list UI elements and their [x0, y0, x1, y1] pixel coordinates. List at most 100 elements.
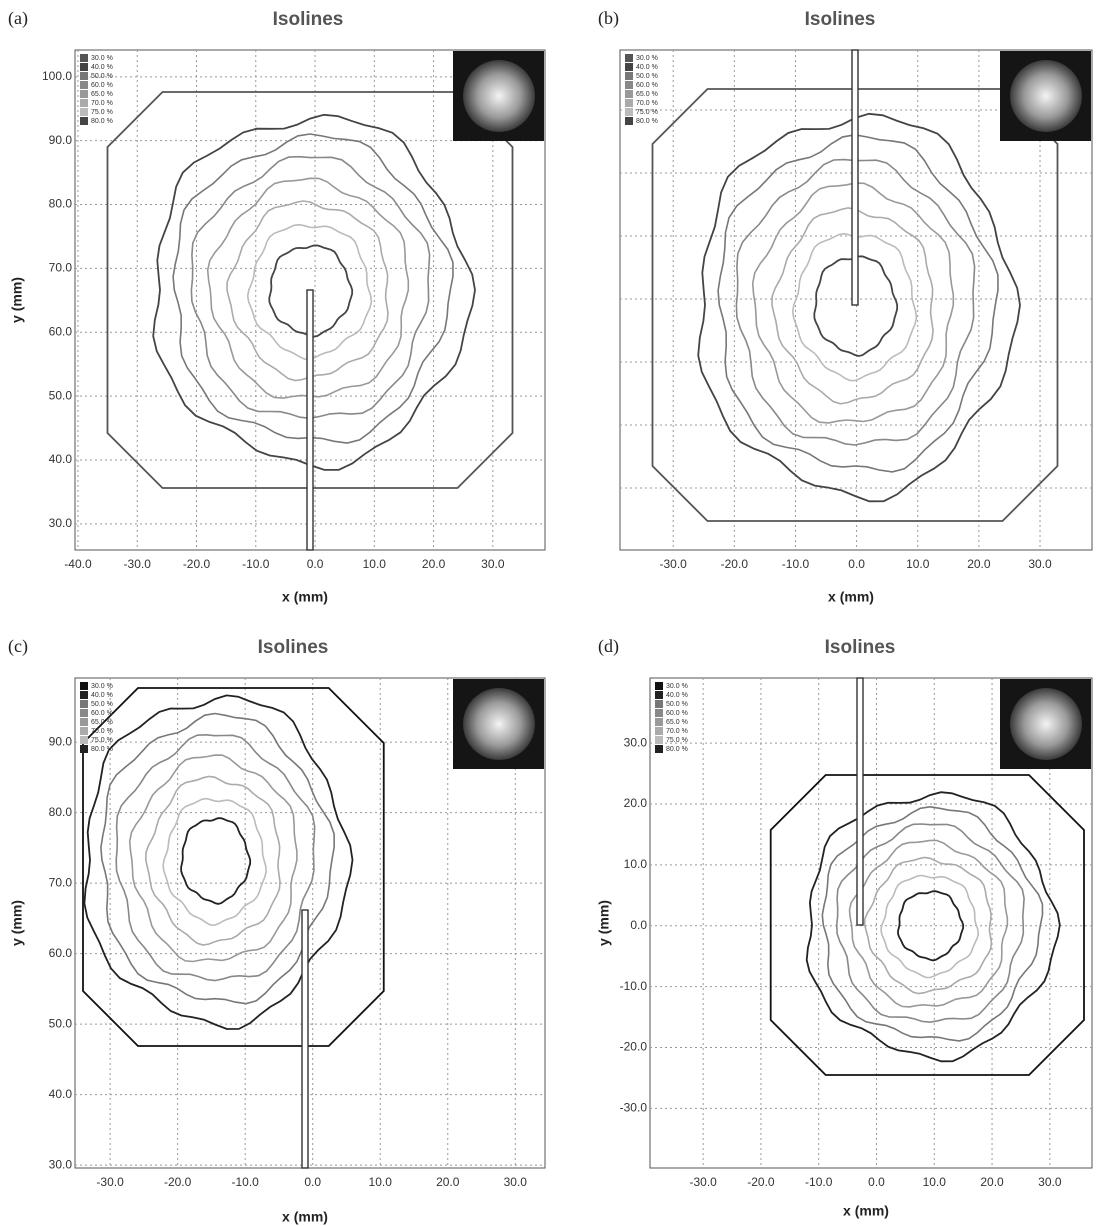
x-tick-label: -30.0 [660, 557, 688, 571]
legend-label: 50.0 % [666, 701, 688, 708]
legend-swatch [625, 54, 633, 62]
y-tick-label: 30.0 [624, 735, 648, 749]
y-tick-label: 100.0 [42, 69, 72, 83]
y-tick-label: -10.0 [620, 979, 648, 993]
inset-blob [1010, 60, 1082, 132]
legend-label: 30.0 % [666, 683, 688, 690]
legend-label: 60.0 % [91, 82, 113, 89]
legend-label: 30.0 % [91, 683, 113, 690]
chart-title: Isolines [258, 637, 329, 658]
legend-label: 40.0 % [91, 692, 113, 699]
x-tick-label: 30.0 [1038, 1175, 1062, 1189]
legend-swatch [80, 108, 88, 116]
x-tick-label: -10.0 [782, 557, 810, 571]
legend-label: 50.0 % [91, 73, 113, 80]
legend-swatch [80, 90, 88, 98]
legend-label: 65.0 % [666, 719, 688, 726]
legend-label: 50.0 % [91, 701, 113, 708]
x-axis-label: x (mm) [828, 589, 874, 605]
legend-swatch [625, 63, 633, 71]
x-tick-label: -20.0 [183, 557, 211, 571]
legend-label: 40.0 % [666, 692, 688, 699]
y-tick-label: 30.0 [49, 1157, 73, 1171]
legend-swatch [655, 682, 663, 690]
y-tick-label: 90.0 [49, 133, 73, 147]
panel-label: (d) [598, 636, 619, 657]
legend-swatch [80, 709, 88, 717]
x-tick-label: 0.0 [307, 557, 324, 571]
x-tick-label: 10.0 [906, 557, 930, 571]
panel-label: (c) [8, 636, 28, 657]
legend-label: 80.0 % [636, 118, 658, 125]
y-tick-label: 60.0 [49, 946, 73, 960]
legend-label: 70.0 % [666, 728, 688, 735]
legend-swatch [80, 72, 88, 80]
legend-swatch [655, 745, 663, 753]
legend-label: 70.0 % [636, 100, 658, 107]
legend-label: 60.0 % [91, 710, 113, 717]
chart-title: Isolines [805, 9, 876, 30]
x-tick-label: -20.0 [747, 1175, 775, 1189]
panel-label: (a) [8, 8, 28, 29]
legend-swatch [80, 691, 88, 699]
x-tick-label: -20.0 [164, 1175, 192, 1189]
panel-label: (b) [598, 8, 619, 29]
legend-label: 80.0 % [666, 746, 688, 753]
y-axis-label: y (mm) [9, 277, 25, 323]
x-tick-label: 30.0 [504, 1175, 528, 1189]
legend-swatch [655, 727, 663, 735]
slot [302, 910, 308, 1168]
x-tick-label: 30.0 [481, 557, 505, 571]
x-axis-label: x (mm) [282, 1209, 328, 1225]
x-tick-label: 0.0 [868, 1175, 885, 1189]
legend-swatch [80, 117, 88, 125]
x-tick-label: -10.0 [242, 557, 270, 571]
x-tick-label: 20.0 [422, 557, 446, 571]
chart-title: Isolines [273, 9, 344, 30]
y-tick-label: 50.0 [49, 1016, 73, 1030]
x-tick-label: 10.0 [363, 557, 387, 571]
x-tick-label: 10.0 [369, 1175, 393, 1189]
legend-label: 75.0 % [666, 737, 688, 744]
legend-swatch [80, 700, 88, 708]
y-tick-label: -30.0 [620, 1101, 648, 1115]
legend-label: 65.0 % [91, 91, 113, 98]
y-tick-label: 80.0 [49, 197, 73, 211]
legend-swatch [625, 81, 633, 89]
legend-label: 65.0 % [91, 719, 113, 726]
legend-swatch [80, 54, 88, 62]
legend-swatch [80, 736, 88, 744]
x-tick-label: 20.0 [967, 557, 991, 571]
legend-label: 30.0 % [91, 55, 113, 62]
legend-swatch [80, 745, 88, 753]
legend-swatch [655, 691, 663, 699]
x-tick-label: 0.0 [304, 1175, 321, 1189]
legend-label: 75.0 % [636, 109, 658, 116]
x-tick-label: -30.0 [689, 1175, 717, 1189]
y-axis-label: y (mm) [9, 900, 25, 946]
x-tick-label: -30.0 [96, 1175, 124, 1189]
legend-swatch [80, 718, 88, 726]
legend-label: 50.0 % [636, 73, 658, 80]
x-tick-label: -10.0 [231, 1175, 259, 1189]
legend-swatch [625, 72, 633, 80]
legend-swatch [655, 709, 663, 717]
slot [852, 50, 858, 305]
slot [857, 678, 863, 925]
y-tick-label: 80.0 [49, 805, 73, 819]
inset-blob [1010, 688, 1082, 760]
legend-swatch [80, 63, 88, 71]
legend-label: 65.0 % [636, 91, 658, 98]
legend-label: 70.0 % [91, 728, 113, 735]
y-tick-label: 90.0 [49, 734, 73, 748]
x-tick-label: -10.0 [805, 1175, 833, 1189]
legend-label: 40.0 % [636, 64, 658, 71]
legend-swatch [80, 99, 88, 107]
x-tick-label: 20.0 [980, 1175, 1004, 1189]
y-tick-label: 20.0 [624, 796, 648, 810]
y-tick-label: 10.0 [624, 857, 648, 871]
legend-label: 60.0 % [666, 710, 688, 717]
x-tick-label: -20.0 [721, 557, 749, 571]
legend-swatch [80, 682, 88, 690]
legend-label: 30.0 % [636, 55, 658, 62]
